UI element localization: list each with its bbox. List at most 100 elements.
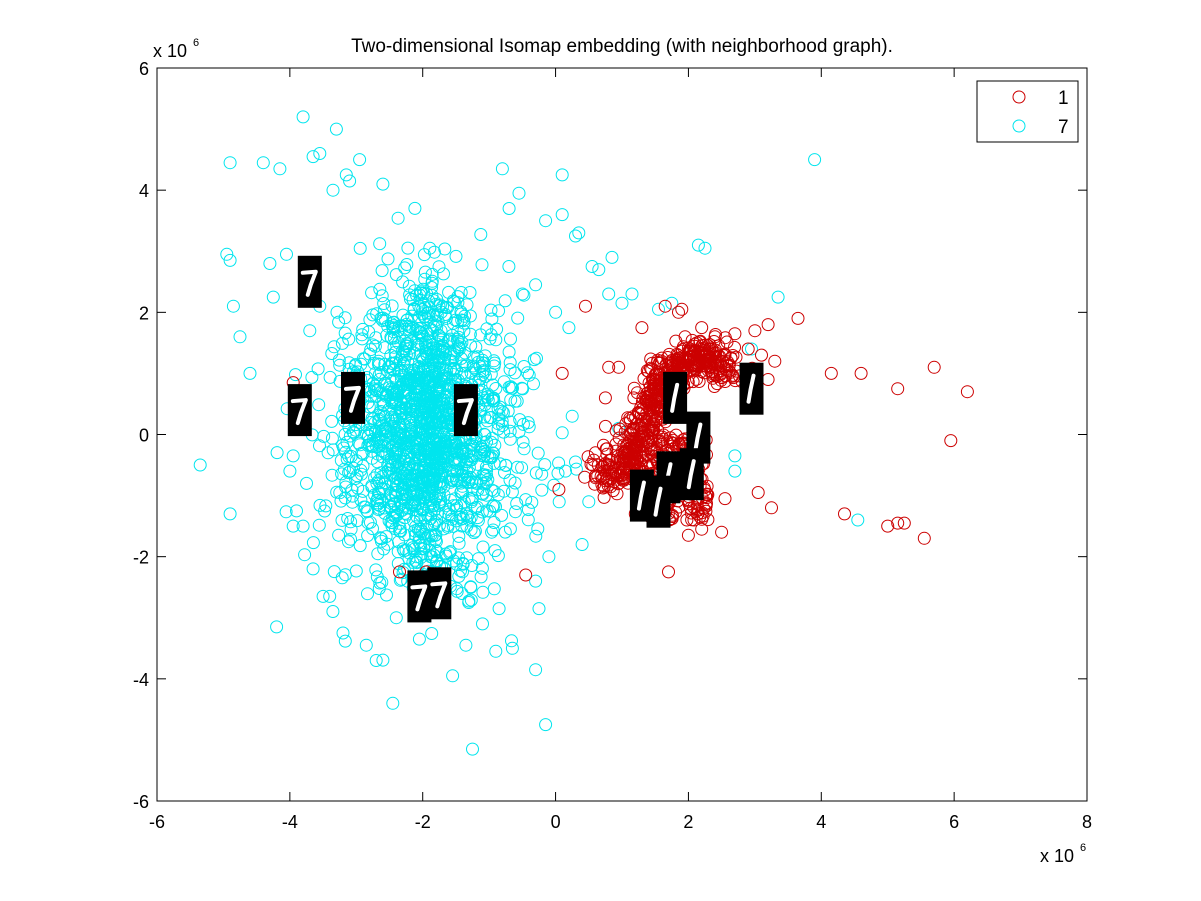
point-series-7	[539, 718, 553, 732]
digit-thumbnail-7	[287, 384, 312, 437]
point-series-7	[562, 321, 576, 335]
point-series-1	[761, 318, 775, 332]
point-series-7	[517, 442, 531, 456]
point-series-7	[456, 557, 470, 571]
point-series-7	[476, 585, 490, 599]
point-series-7	[430, 292, 444, 306]
point-series-7	[625, 287, 639, 301]
point-series-1	[666, 436, 680, 450]
point-series-7	[476, 359, 490, 373]
point-series-1	[645, 409, 659, 423]
point-series-7	[515, 461, 529, 475]
point-series-7	[454, 512, 468, 526]
point-series-7	[486, 523, 500, 537]
point-series-7	[447, 363, 461, 377]
point-series-7	[454, 564, 467, 578]
point-series-1	[768, 354, 782, 368]
point-series-7	[552, 456, 566, 470]
point-series-1	[960, 385, 974, 399]
digit-thumbnails-layer	[287, 255, 764, 623]
point-series-7	[549, 305, 563, 319]
x-tick-label: 6	[949, 812, 959, 832]
digit-glyph-1	[686, 459, 696, 490]
point-series-7	[691, 238, 705, 252]
point-series-7	[332, 528, 346, 542]
digit-thumbnail-1	[739, 362, 764, 415]
point-series-7	[441, 518, 455, 532]
point-series-7	[539, 214, 553, 228]
point-series-7	[412, 632, 426, 646]
point-series-7	[436, 338, 449, 352]
y-tick-label: 2	[139, 303, 149, 323]
point-series-7	[446, 519, 460, 533]
point-series-7	[424, 504, 438, 518]
point-series-7	[471, 457, 485, 471]
point-series-7	[476, 442, 490, 456]
point-series-7	[422, 421, 436, 435]
point-series-7	[296, 110, 310, 124]
point-series-7	[372, 503, 386, 517]
point-series-7	[377, 297, 391, 310]
point-series-7	[385, 299, 399, 313]
point-series-7	[353, 438, 367, 452]
point-series-1	[644, 431, 658, 445]
point-series-1	[644, 361, 657, 375]
point-series-7	[398, 261, 412, 275]
point-series-7	[425, 627, 439, 640]
point-series-1	[630, 439, 644, 453]
point-series-1	[691, 502, 705, 516]
point-series-7	[345, 495, 359, 509]
point-series-1	[599, 457, 613, 470]
point-series-7	[273, 162, 287, 176]
point-series-7	[374, 405, 388, 418]
point-series-7	[412, 531, 426, 545]
point-series-7	[354, 493, 368, 507]
point-series-1	[635, 321, 649, 335]
point-series-1	[854, 366, 868, 380]
point-series-7	[459, 442, 473, 456]
legend-marker-7	[1012, 119, 1026, 133]
point-series-1	[616, 473, 630, 487]
point-series-7	[399, 322, 412, 336]
point-series-7	[226, 299, 240, 313]
point-series-7	[529, 663, 543, 677]
point-series-1	[699, 497, 713, 511]
point-series-1	[709, 354, 722, 368]
point-series-7	[484, 328, 498, 342]
point-series-7	[495, 414, 509, 428]
point-series-7	[389, 611, 403, 625]
point-series-7	[466, 742, 479, 756]
point-series-1	[587, 453, 601, 467]
point-series-7	[445, 509, 459, 523]
point-series-7	[480, 463, 494, 477]
point-series-7	[475, 258, 489, 272]
point-series-7	[489, 644, 503, 658]
point-series-7	[270, 620, 284, 634]
x-tick-label: -2	[415, 812, 431, 832]
point-series-7	[359, 638, 373, 652]
legend-label-7: 7	[1058, 117, 1069, 138]
point-series-1	[619, 444, 633, 458]
point-series-7	[521, 503, 535, 517]
point-series-7	[376, 433, 390, 447]
point-series-7	[484, 367, 498, 381]
point-series-7	[263, 257, 277, 270]
point-series-7	[485, 525, 499, 539]
point-series-7	[510, 460, 524, 474]
point-series-7	[503, 363, 517, 377]
point-series-7	[356, 322, 370, 336]
point-series-7	[384, 494, 398, 508]
point-series-7	[396, 308, 410, 322]
point-series-7	[652, 302, 665, 316]
point-series-1	[645, 397, 659, 411]
point-series-7	[422, 475, 436, 489]
point-series-7	[338, 491, 352, 505]
point-series-7	[373, 282, 387, 296]
point-series-7	[375, 264, 389, 278]
point-series-7	[402, 411, 416, 425]
point-series-1	[612, 360, 626, 374]
point-series-7	[452, 529, 466, 543]
point-series-7	[364, 384, 378, 398]
point-series-1	[662, 565, 675, 579]
point-series-7	[495, 162, 509, 176]
